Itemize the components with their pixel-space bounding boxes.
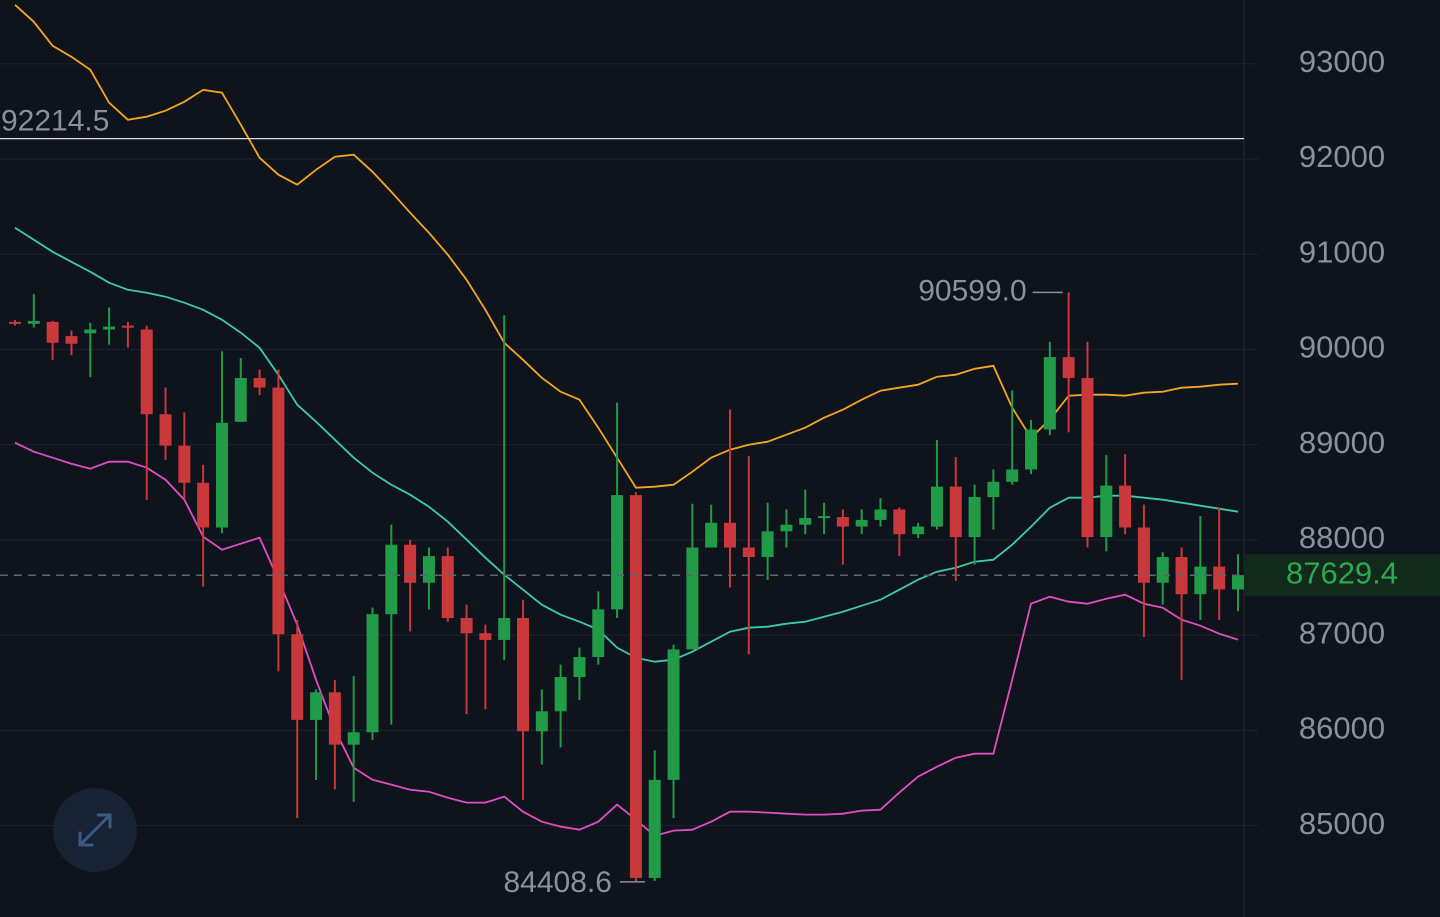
candle-body — [1100, 485, 1113, 538]
candle-body — [460, 617, 473, 634]
candle-body — [310, 692, 323, 720]
candle-body — [517, 617, 530, 732]
candle-body — [328, 692, 341, 745]
expand-button[interactable] — [53, 788, 137, 872]
candle-body — [1137, 527, 1150, 583]
candle-body — [272, 387, 285, 635]
candle-body — [291, 634, 304, 720]
candle-body — [347, 732, 360, 745]
candle-body — [103, 326, 116, 330]
candle-body — [818, 516, 831, 519]
y-tick-label: 85000 — [1299, 806, 1385, 841]
candle-body — [1062, 357, 1075, 379]
candle-body — [592, 609, 605, 658]
candle-body — [215, 422, 228, 528]
candle-body — [422, 556, 435, 583]
last-price-label: 87629.4 — [1286, 555, 1398, 590]
candle-body — [46, 321, 59, 343]
y-tick-label: 92000 — [1299, 139, 1385, 174]
candle-body — [1194, 566, 1207, 595]
candle-body — [723, 522, 736, 548]
candle-body — [874, 509, 887, 520]
candle-body — [780, 524, 793, 532]
candle-body — [535, 711, 548, 732]
candle-body — [404, 544, 417, 583]
candle-body — [949, 486, 962, 538]
candle-body — [1119, 485, 1132, 528]
candle-body — [84, 329, 97, 334]
candle-body — [441, 556, 454, 618]
candle-body — [498, 617, 511, 640]
candle-body — [385, 544, 398, 615]
y-tick-label: 88000 — [1299, 520, 1385, 555]
candle-body — [742, 547, 755, 558]
candle-body — [9, 321, 21, 324]
candle-body — [987, 481, 1000, 498]
band-line — [14, 441, 1239, 837]
candle-body — [629, 495, 642, 878]
candle-body — [366, 614, 379, 733]
low-annotation: 84408.6 — [503, 866, 611, 899]
candle-body — [178, 445, 191, 483]
candle-body — [761, 531, 774, 558]
candle-body — [253, 378, 266, 388]
expand-icon — [78, 813, 112, 847]
candle-body — [573, 657, 586, 678]
band-line — [14, 227, 1239, 663]
candle-body — [799, 518, 812, 525]
candle-body — [1043, 357, 1056, 430]
candle-body — [121, 325, 134, 328]
candle-body — [1081, 378, 1094, 538]
high-annotation: 90599.0 — [918, 274, 1026, 307]
candle-body — [705, 522, 718, 548]
candle-body — [140, 329, 153, 415]
y-tick-label: 89000 — [1299, 425, 1385, 460]
candle-body — [611, 495, 624, 610]
y-tick-label: 93000 — [1299, 44, 1385, 79]
last-price-box — [1244, 554, 1440, 597]
candle-body — [648, 779, 661, 878]
overlay: 92214.5 87629.4 90599.0 84408.6 — [0, 105, 1440, 899]
candle-body — [1213, 566, 1226, 590]
candle-body — [912, 526, 925, 535]
candle-body — [554, 677, 567, 712]
candle-body — [930, 486, 943, 527]
candle-body — [197, 482, 210, 528]
candle-body — [159, 414, 172, 446]
candle-body — [1156, 557, 1169, 583]
candle-body — [27, 320, 40, 324]
candles — [9, 292, 1244, 882]
candle-body — [479, 633, 492, 640]
candle-body — [836, 517, 849, 527]
candle-body — [968, 497, 981, 538]
candle-body — [234, 378, 247, 422]
candle-body — [686, 547, 699, 650]
candle-body — [1232, 575, 1244, 590]
y-tick-label: 87000 — [1299, 615, 1385, 650]
y-tick-label: 91000 — [1299, 234, 1385, 269]
price-line-label: 92214.5 — [1, 105, 109, 138]
candle-body — [855, 519, 868, 527]
candle-body — [667, 649, 680, 780]
candle-body — [65, 336, 78, 344]
candle-body — [893, 509, 906, 535]
candle-body — [1025, 429, 1038, 470]
grid: 85000 86000 87000 88000 89000 90000 91000 92000… — [0, 44, 1385, 841]
y-tick-label: 86000 — [1299, 711, 1385, 746]
y-tick-label: 90000 — [1299, 330, 1385, 365]
candle-body — [1006, 469, 1019, 482]
